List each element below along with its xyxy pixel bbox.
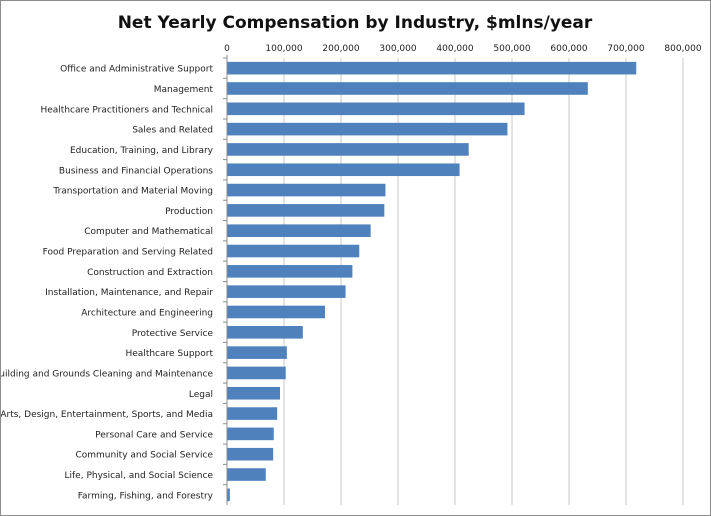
x-tick-label: 500,000 [493, 44, 530, 54]
category-label: Business and Financial Operations [59, 166, 213, 176]
category-label: Community and Social Service [75, 451, 213, 461]
bar [227, 366, 286, 380]
category-label: Construction and Extraction [87, 268, 213, 278]
bar [227, 122, 508, 136]
category-label: Healthcare Practitioners and Technical [40, 105, 213, 115]
bar [227, 224, 371, 238]
category-label: Protective Service [132, 329, 214, 339]
bar [227, 82, 588, 95]
bar [227, 325, 303, 339]
category-label: Food Preparation and Serving Related [43, 248, 213, 258]
bar [227, 163, 460, 177]
x-tick-label: 200,000 [322, 44, 359, 54]
category-label: Office and Administrative Support [60, 65, 213, 75]
category-label: Architecture and Engineering [81, 308, 213, 318]
x-tick-label: 300,000 [379, 44, 416, 54]
category-label: Arts, Design, Entertainment, Sports, and… [1, 410, 213, 420]
bar [227, 468, 266, 481]
bar [227, 346, 287, 359]
category-label: Farming, Fishing, and Forestry [78, 491, 214, 501]
chart-title: Net Yearly Compensation by Industry, $ml… [118, 13, 593, 33]
bar [227, 143, 469, 156]
category-label: Sales and Related [132, 126, 213, 136]
bar [227, 61, 637, 75]
bar [227, 407, 278, 420]
bar [227, 447, 274, 461]
bar [227, 102, 525, 116]
bar [227, 183, 386, 197]
x-axis-ticks: 0 100,000 200,000 300,000 400,000 500,000 600,… [224, 44, 702, 54]
category-label: Healthcare Support [126, 349, 214, 359]
bar [227, 427, 274, 441]
bar [227, 488, 230, 502]
bar [227, 305, 326, 319]
category-label: Installation, Maintenance, and Repair [45, 288, 213, 298]
bar [227, 204, 385, 217]
category-label: Life, Physical, and Social Science [65, 471, 214, 481]
category-labels: Office and Administrative Support Managem… [1, 57, 227, 501]
category-label: Management [154, 85, 214, 95]
category-label: Education, Training, and Library [70, 146, 214, 156]
x-tick-label: 700,000 [607, 44, 644, 54]
bars [227, 61, 637, 502]
bar [227, 265, 353, 278]
x-tick-label: 600,000 [550, 44, 587, 54]
bar [227, 386, 281, 400]
category-label: Transportation and Material Moving [52, 187, 213, 197]
bar [227, 244, 360, 258]
category-label: Production [165, 207, 213, 217]
x-tick-label: 0 [224, 44, 230, 54]
x-tick-label: 800,000 [664, 44, 701, 54]
category-label: Computer and Mathematical [84, 227, 213, 237]
category-label: Legal [189, 390, 213, 400]
category-label: Building and Grounds Cleaning and Mainte… [1, 369, 213, 379]
bar [227, 285, 346, 298]
x-tick-label: 400,000 [436, 44, 473, 54]
category-label: Personal Care and Service [95, 430, 213, 440]
x-tick-label: 100,000 [265, 44, 302, 54]
